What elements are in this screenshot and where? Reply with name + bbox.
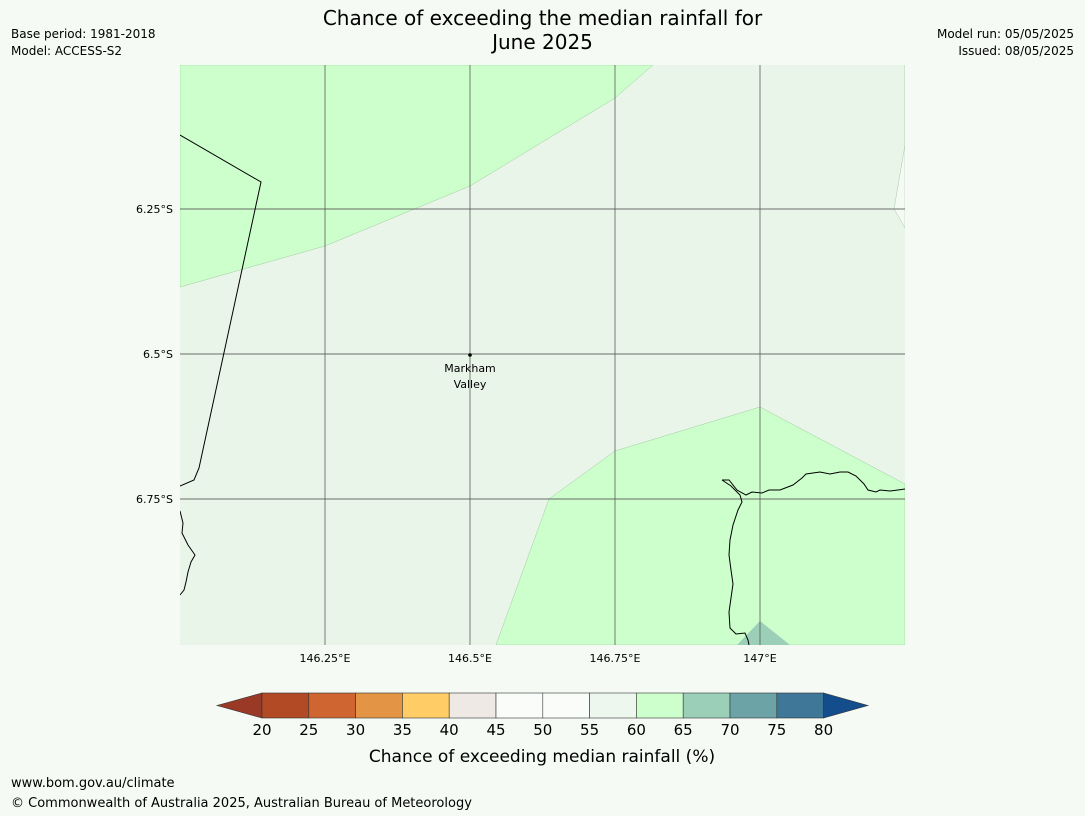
lon-tick-labels: 146.25°E 146.5°E 146.75°E 147°E xyxy=(300,652,777,665)
colorbar-segment xyxy=(729,692,778,719)
colorbar-segment xyxy=(308,692,356,719)
meta-left: Base period: 1981-2018 Model: ACCESS-S2 xyxy=(11,26,156,60)
model-run-text: Model run: 05/05/2025 xyxy=(936,27,1074,41)
colorbar-tick-label: 35 xyxy=(393,721,412,739)
lon-tick-label: 146.5°E xyxy=(448,652,492,665)
place-label-line-1: Markham xyxy=(444,362,496,375)
lon-tick-label: 146.25°E xyxy=(300,652,351,665)
footer: www.bom.gov.au/climate © Commonwealth of… xyxy=(11,774,472,814)
footer-url: www.bom.gov.au/climate xyxy=(11,776,175,791)
colorbar-tick-label: 40 xyxy=(440,721,459,739)
colorbar-extend-high xyxy=(823,692,870,719)
huon-coastline xyxy=(722,471,905,496)
colorbar: 20 25 30 35 40 45 50 55 60 65 70 75 80 xyxy=(215,692,870,739)
colorbar-tick-label: 70 xyxy=(720,721,739,739)
border-line xyxy=(180,134,262,487)
colorbar-extend-low xyxy=(215,692,263,719)
colorbar-segment xyxy=(261,692,310,719)
lon-tick-label: 146.75°E xyxy=(590,652,641,665)
band-55-60-northeast xyxy=(893,65,905,229)
place-label-line-2: Valley xyxy=(454,378,487,391)
colorbar-segment xyxy=(776,692,824,719)
map-area xyxy=(180,65,905,645)
colorbar-segment xyxy=(402,692,450,719)
colorbar-tick-label: 80 xyxy=(814,721,833,739)
colorbar-segment xyxy=(636,692,684,719)
title-line-1: Chance of exceeding the median rainfall … xyxy=(322,6,763,30)
colorbar-tick-label: 65 xyxy=(674,721,693,739)
colorbar-segment xyxy=(682,692,731,719)
markham-valley-marker xyxy=(468,353,472,357)
colorbar-tick-label: 30 xyxy=(346,721,365,739)
title-line-2: June 2025 xyxy=(492,30,593,54)
model-text: Model: ACCESS-S2 xyxy=(11,44,123,58)
footer-copyright: © Commonwealth of Australia 2025, Austra… xyxy=(11,796,472,811)
colorbar-tick-label: 75 xyxy=(767,721,786,739)
west-coastline xyxy=(180,510,196,596)
band-65-70-south xyxy=(737,621,790,645)
lon-tick-label: 147°E xyxy=(743,652,776,665)
peninsula-coastline xyxy=(721,479,750,645)
colorbar-segment xyxy=(589,692,637,719)
meta-right: Model run: 05/05/2025 Issued: 08/05/2025 xyxy=(937,26,1074,60)
colorbar-tick-label: 20 xyxy=(252,721,271,739)
colorbar-tick-label: 50 xyxy=(533,721,552,739)
issued-text: Issued: 08/05/2025 xyxy=(958,44,1074,58)
base-period-text: Base period: 1981-2018 xyxy=(11,27,156,41)
colorbar-label: Chance of exceeding median rainfall (%) xyxy=(369,747,715,767)
lat-tick-label: 6.5°S xyxy=(143,348,173,361)
colorbar-segment xyxy=(495,692,544,719)
colorbar-tick-label: 60 xyxy=(627,721,646,739)
lat-tick-label: 6.25°S xyxy=(136,203,173,216)
boundaries xyxy=(180,134,905,645)
colorbar-segment xyxy=(355,692,403,719)
colorbar-segment xyxy=(542,692,590,719)
colorbar-tick-label: 45 xyxy=(486,721,505,739)
map-title: Chance of exceeding the median rainfall … xyxy=(0,6,1085,54)
lat-tick-label: 6.75°S xyxy=(136,493,173,506)
colorbar-segment xyxy=(448,692,497,719)
lat-tick-labels: 6.25°S 6.5°S 6.75°S xyxy=(136,203,173,506)
colorbar-tick-label: 25 xyxy=(299,721,318,739)
colorbar-tick-label: 55 xyxy=(580,721,599,739)
